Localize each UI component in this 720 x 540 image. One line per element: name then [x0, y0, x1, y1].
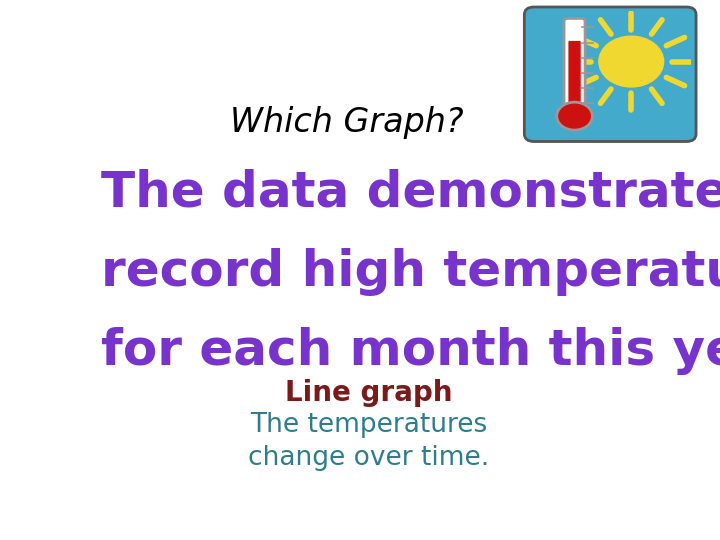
- Text: The data demonstrates a: The data demonstrates a: [101, 168, 720, 217]
- Text: change over time.: change over time.: [248, 446, 490, 471]
- FancyBboxPatch shape: [524, 7, 696, 141]
- Text: Which Graph?: Which Graph?: [230, 106, 464, 139]
- Text: The temperatures: The temperatures: [251, 412, 487, 438]
- FancyBboxPatch shape: [564, 18, 585, 112]
- FancyBboxPatch shape: [568, 41, 581, 110]
- Text: for each month this year.: for each month this year.: [101, 327, 720, 375]
- Text: record high temperature: record high temperature: [101, 248, 720, 296]
- Circle shape: [599, 36, 664, 87]
- Circle shape: [557, 102, 593, 130]
- Text: Line graph: Line graph: [285, 379, 453, 407]
